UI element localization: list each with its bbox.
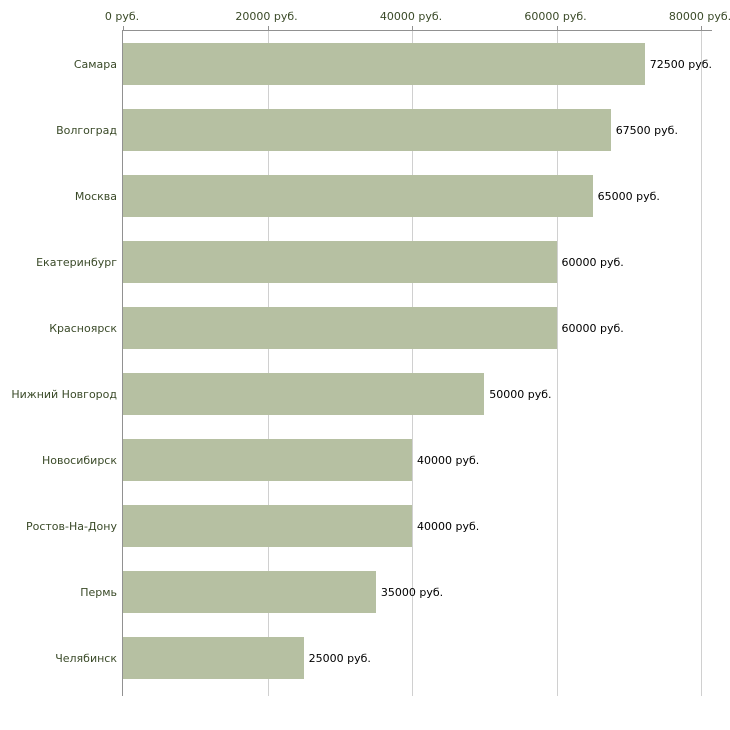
value-label: 65000 руб. [597,189,660,203]
category-label: Нижний Новгород [11,387,117,401]
plot-area: Самара 72500 руб. Волгоград 67500 руб. Москв… [11,26,712,696]
bar-row: Нижний Новгород 50000 руб. [11,361,712,427]
category-label: Самара [73,57,117,71]
value-label: 25000 руб. [308,651,371,665]
bar-row: Челябинск 25000 руб. [55,625,712,691]
gridline [412,31,413,696]
category-label: Волгоград [56,123,117,137]
axis-tick [412,26,413,31]
bar [123,109,611,151]
x-tick-label: 0 руб. [104,10,140,23]
value-label: 67500 руб. [615,123,678,137]
value-label: 40000 руб. [417,519,480,533]
category-label: Пермь [80,585,117,599]
bar [123,439,412,481]
category-label: Красноярск [49,321,117,335]
bar [123,241,557,283]
value-label: 35000 руб. [380,585,444,599]
category-label: Челябинск [55,651,117,665]
axis-tick [556,26,558,31]
bar [123,637,304,679]
bar [123,175,593,217]
bar-rows: Самара 72500 руб. Волгоград 67500 руб. Москв… [11,31,712,696]
category-label: Новосибирск [41,453,117,467]
bar-row: Самара 72500 руб. [74,31,712,97]
category-label: Москва [74,189,117,203]
bar [123,505,412,547]
value-label: 60000 руб. [561,321,624,335]
gridline [267,31,269,696]
axis-tick [701,26,702,31]
value-label: 72500 руб. [649,57,712,71]
x-tick-label: 40000 руб. [379,10,443,23]
value-label: 50000 руб. [489,387,552,401]
bar-row: Москва 65000 руб. [75,163,712,229]
bar [123,373,485,415]
bar-row: Волгоград 67500 руб. [56,97,712,163]
axis-tick [267,26,269,31]
axis-tick [123,26,124,31]
bar-row: Пермь 35000 руб. [80,559,712,625]
gridline [556,31,558,696]
category-label: Екатеринбург [36,255,117,269]
bar-row: Красноярск 60000 руб. [49,295,712,361]
gridline [701,31,702,696]
bar-row: Ростов-На-Дону 40000 руб. [26,493,712,559]
category-label: Ростов-На-Дону [25,519,117,533]
bar [123,43,645,85]
value-label: 60000 руб. [561,255,624,269]
x-tick-label: 20000 руб. [235,10,298,23]
bar-row: Новосибирск 40000 руб. [42,427,712,493]
bar [123,571,376,613]
bar-row: Екатеринбург 60000 руб. [36,229,712,295]
x-tick-label: 80000 руб. [668,10,730,23]
value-label: 40000 руб. [417,453,480,467]
x-tick-label: 60000 руб. [524,10,587,23]
bar [123,307,557,349]
